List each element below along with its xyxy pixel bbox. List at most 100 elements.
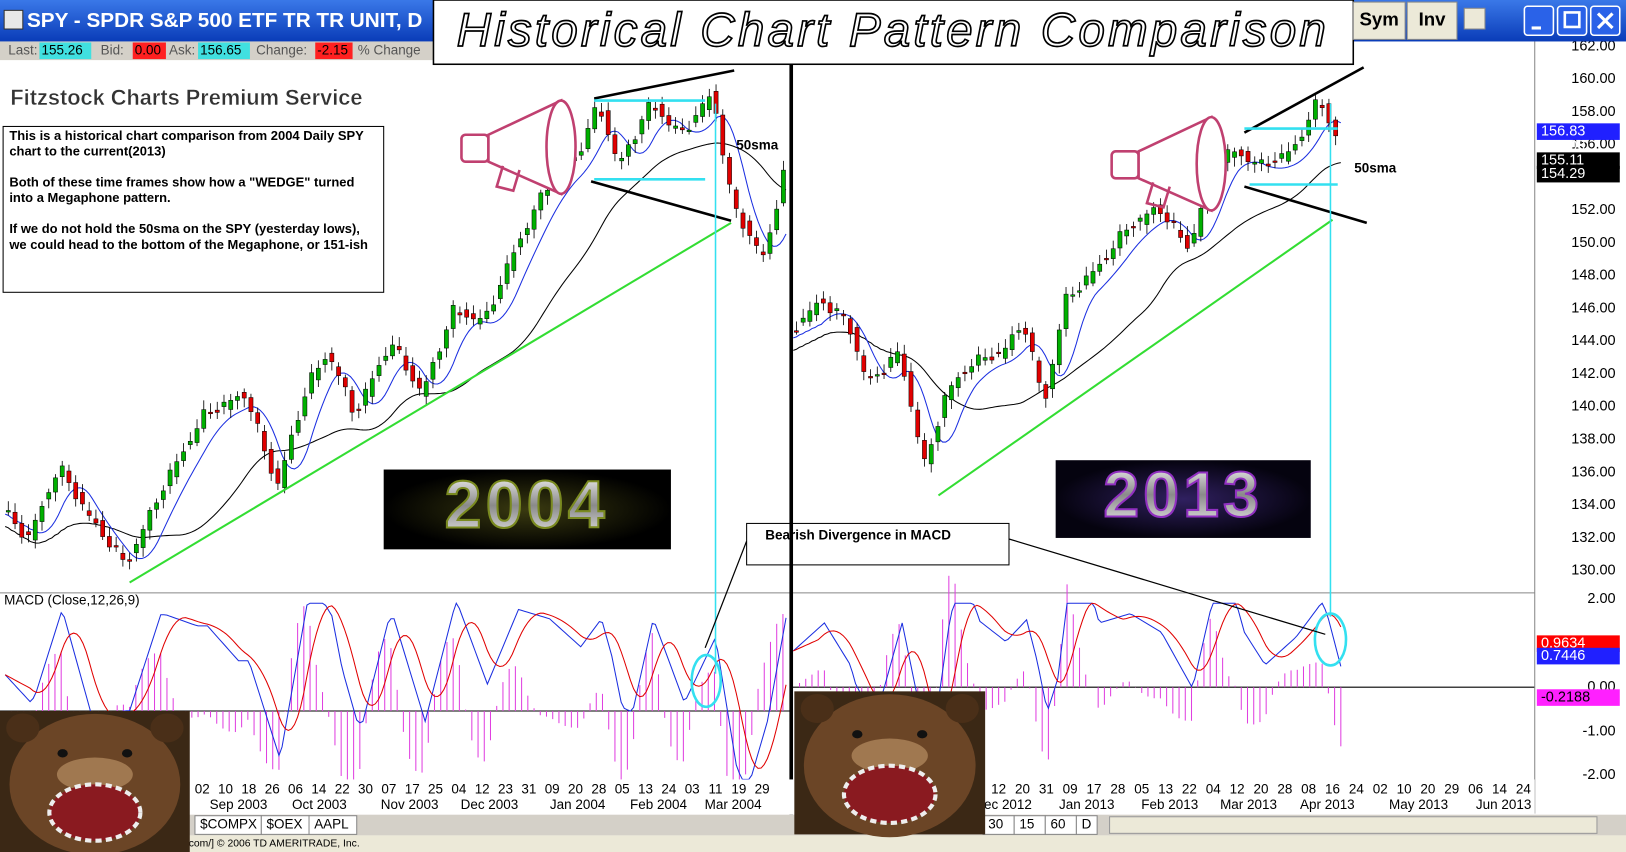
date-label: 09 [545,781,560,796]
candle-body [659,103,665,117]
price-tag [1536,635,1620,652]
candle-body [760,251,766,256]
candle-body [248,397,254,412]
date-label: 29 [1444,781,1459,796]
candle-body [538,192,544,211]
price-axis-label: 140.00 [1571,399,1615,415]
candle-body [53,477,58,493]
candle-body [1191,233,1197,244]
candle-body [167,469,173,487]
bear-muzzle [851,738,928,773]
candle-body [1083,275,1089,286]
candle-body [518,238,523,248]
candle-body [653,107,658,111]
candle-body [1144,213,1150,225]
candle-body [767,232,773,254]
candle-body [336,366,341,376]
price-tag [1536,689,1620,706]
candle-body [1009,334,1015,350]
window-control[interactable] [1556,5,1588,37]
candle-body [329,352,335,363]
year-box [383,469,671,550]
date-label: 06 [1468,781,1483,796]
candle-body [214,409,220,413]
candle-body [888,356,894,368]
candle-body [1043,384,1049,399]
candle-body [1003,347,1008,359]
price-axis-label: 150.00 [1571,235,1615,251]
window-control[interactable] [1523,5,1555,37]
month-label: Apr 2013 [1300,797,1355,812]
tab-label: 15 [1019,817,1034,832]
candle-body [727,157,732,185]
macd-tag-label: -0.2188 [1541,689,1590,705]
candle-body [316,367,321,381]
candle-body [881,372,887,375]
year-label: 2013 [1103,459,1263,531]
candle-body [504,263,510,284]
candle-body [450,305,456,329]
date-label: 24 [1516,781,1531,796]
date-label: 31 [521,781,536,796]
candle-body [693,115,699,123]
macd-line [792,602,1342,745]
tab-label: 30 [988,817,1003,832]
candle-body [915,409,921,438]
tab-label: D [1082,817,1092,832]
candle-body [396,346,402,351]
date-label: 10 [1397,781,1412,796]
month-label: ec 2012 [984,797,1032,812]
wedge-line [590,180,732,223]
banner-box [432,0,1355,66]
date-label: 05 [1134,781,1149,796]
tab[interactable] [1075,815,1098,835]
app-icon [3,9,24,30]
candle-body [309,372,314,394]
toolbar-button[interactable] [1406,1,1458,40]
toolbar-button[interactable] [1352,1,1406,40]
candle-body [477,318,483,325]
candle-body [807,310,813,322]
tab[interactable] [308,815,358,835]
date-label: 07 [381,781,396,796]
window-icon [1463,7,1486,30]
candle-body [545,189,550,196]
candle-body [1077,290,1082,293]
price-axis-label: 134.00 [1571,497,1615,513]
candle-body [794,330,799,333]
candle-body [1097,263,1103,272]
candle-body [221,401,227,407]
month-label: Feb 2013 [1141,797,1198,812]
date-label: 30 [358,781,373,796]
date-label: 03 [685,781,700,796]
candle-body [666,115,672,126]
quote-change-label: Change: [256,42,307,57]
candle-body [592,107,598,130]
candle-body [827,302,833,314]
candle-body [585,128,591,149]
sma-label: 50sma [1354,161,1396,176]
candle-body [32,519,38,541]
price-axis-label: 130.00 [1571,563,1615,579]
date-label: 04 [451,781,466,796]
candle-body [1151,207,1156,215]
note-paragraph: This is a historical chart comparison fr… [9,128,364,159]
date-label: 08 [1301,781,1316,796]
date-label: 31 [1039,781,1054,796]
candle-body [147,510,153,531]
date-label: 13 [1158,781,1173,796]
candle-body [471,313,476,320]
candle-body [1063,293,1069,329]
macd-tag-label: 0.9634 [1541,635,1585,651]
megaphone-mouth [1110,150,1140,180]
candle-body [524,228,530,235]
candle-body [295,420,301,433]
candle-body [632,139,638,144]
date-label: 28 [1277,781,1292,796]
candle-body [1171,220,1177,223]
candle-body [491,304,496,312]
candle-body [1036,360,1042,383]
price-tag-label: 154.29 [1541,166,1585,182]
candle-body [410,365,416,382]
